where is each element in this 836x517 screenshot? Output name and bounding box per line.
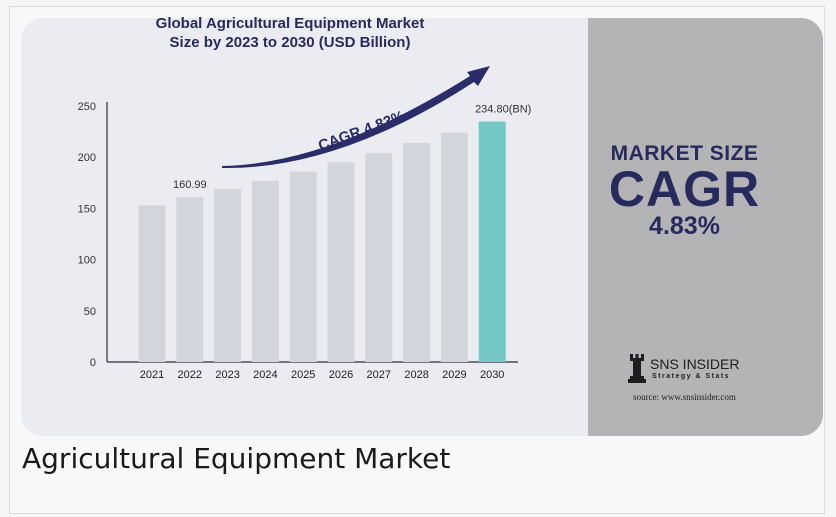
bar [252, 181, 279, 362]
y-tick-label: 50 [84, 306, 96, 318]
x-tick-label: 2030 [480, 369, 504, 381]
y-tick-label: 200 [78, 152, 96, 164]
x-tick-label: 2029 [442, 369, 466, 381]
bar [328, 162, 355, 362]
y-tick-label: 150 [78, 203, 96, 215]
figure-caption: Agricultural Equipment Market [22, 442, 450, 475]
y-tick-label: 0 [90, 357, 96, 369]
chart-bars [139, 122, 506, 362]
cagr-label: CAGR [567, 160, 802, 218]
x-tick-label: 2023 [215, 369, 239, 381]
y-tick-label: 100 [78, 255, 96, 267]
sns-insider-logo: SNS INSIDER Strategy & Stats [628, 352, 778, 384]
bar [365, 153, 392, 362]
y-tick-label: 250 [78, 101, 96, 113]
bar [403, 143, 430, 362]
data-label: 160.99 [173, 179, 207, 191]
bar [479, 122, 506, 362]
x-tick-label: 2027 [367, 369, 391, 381]
x-tick-label: 2021 [140, 369, 164, 381]
brand-tagline: Strategy & Stats [652, 373, 730, 380]
source-note: source: www.snsinsider.com [567, 392, 802, 402]
x-tick-label: 2025 [291, 369, 315, 381]
bar [214, 189, 241, 362]
cagr-value: 4.83% [567, 212, 802, 241]
x-tick-label: 2026 [329, 369, 353, 381]
x-tick-label: 2022 [178, 369, 202, 381]
bar [290, 172, 317, 362]
bar [441, 133, 468, 362]
x-tick-label: 2024 [253, 369, 277, 381]
bar [139, 205, 166, 362]
chess-rook-icon [628, 352, 646, 384]
cagr-arrow-label: CAGR 4.83% [316, 108, 407, 155]
x-tick-label: 2028 [404, 369, 428, 381]
bar [176, 197, 203, 362]
brand-name: SNS INSIDER [650, 356, 739, 372]
data-label: 234.80(BN) [475, 104, 531, 116]
